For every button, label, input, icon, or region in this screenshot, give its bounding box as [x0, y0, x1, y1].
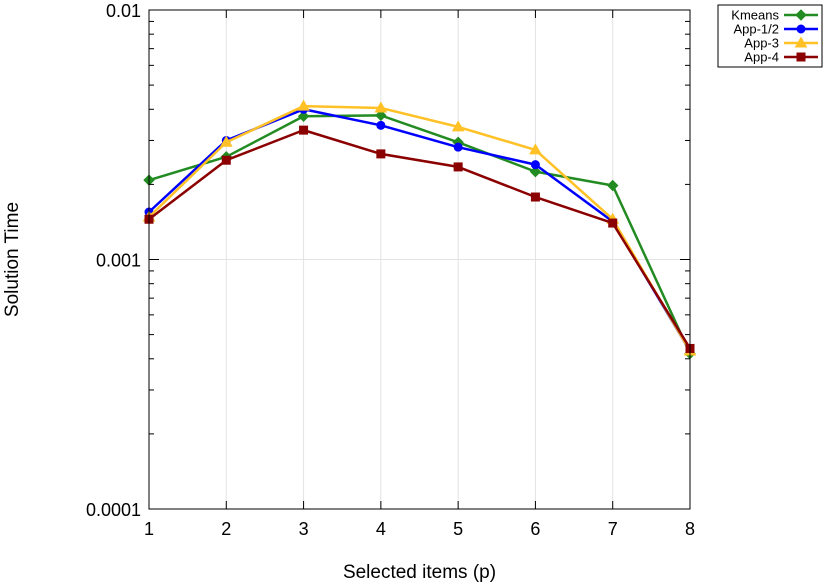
y-axis-title: Solution Time [2, 202, 23, 317]
series-line [148, 114, 692, 355]
data-point [608, 218, 618, 228]
x-tick-label: 3 [299, 519, 309, 539]
y-tick-label: 0.001 [96, 251, 141, 271]
data-point [453, 162, 463, 172]
data-point [221, 155, 231, 165]
ticks: 1 2 3 4 5 6 7 8 0.0001 0.001 0.01 [86, 1, 695, 539]
x-tick-label: 4 [376, 519, 386, 539]
x-tick-label: 1 [144, 519, 154, 539]
data-point [529, 143, 542, 155]
x-tick-label: 2 [221, 519, 231, 539]
legend-item: App-1/2 [733, 22, 818, 37]
series-app-4 [144, 125, 695, 353]
data-point [451, 120, 465, 132]
legend-marker [795, 9, 807, 21]
series-line [148, 128, 692, 350]
x-tick-label: 5 [453, 519, 463, 539]
legend-item: App-4 [744, 50, 818, 65]
series-line [148, 104, 692, 352]
x-axis-title: Selected items (p) [343, 562, 496, 582]
legend-label: App-4 [744, 50, 779, 65]
data-point [297, 110, 310, 122]
y-tick-label: 0.01 [106, 1, 141, 21]
data-point [374, 101, 388, 113]
data-point [375, 109, 387, 122]
data-point [530, 160, 540, 170]
data-point [529, 165, 542, 178]
legend-label: App-3 [744, 36, 779, 51]
legend-item: Kmeans [731, 8, 818, 23]
x-tick-label: 7 [608, 519, 618, 539]
series-kmeans [143, 109, 696, 360]
legend-item: App-3 [744, 36, 818, 51]
legend-label: App-1/2 [733, 22, 779, 37]
grid [149, 10, 690, 509]
data-point [219, 135, 233, 147]
y-tick-label: 0.0001 [86, 500, 141, 520]
data-point [607, 179, 619, 192]
data-point [453, 142, 463, 152]
x-tick-label: 8 [685, 519, 695, 539]
data-point [376, 120, 386, 130]
legend-label: Kmeans [731, 8, 779, 23]
axis-labels: Selected items (p) Solution Time [2, 202, 496, 582]
x-tick-label: 6 [530, 519, 540, 539]
legend-marker [796, 52, 806, 62]
data-point [376, 149, 386, 159]
data-point [299, 125, 309, 135]
data-point [530, 192, 540, 202]
data-point [297, 99, 310, 111]
legend-marker [794, 36, 808, 48]
legend-marker [796, 24, 806, 34]
